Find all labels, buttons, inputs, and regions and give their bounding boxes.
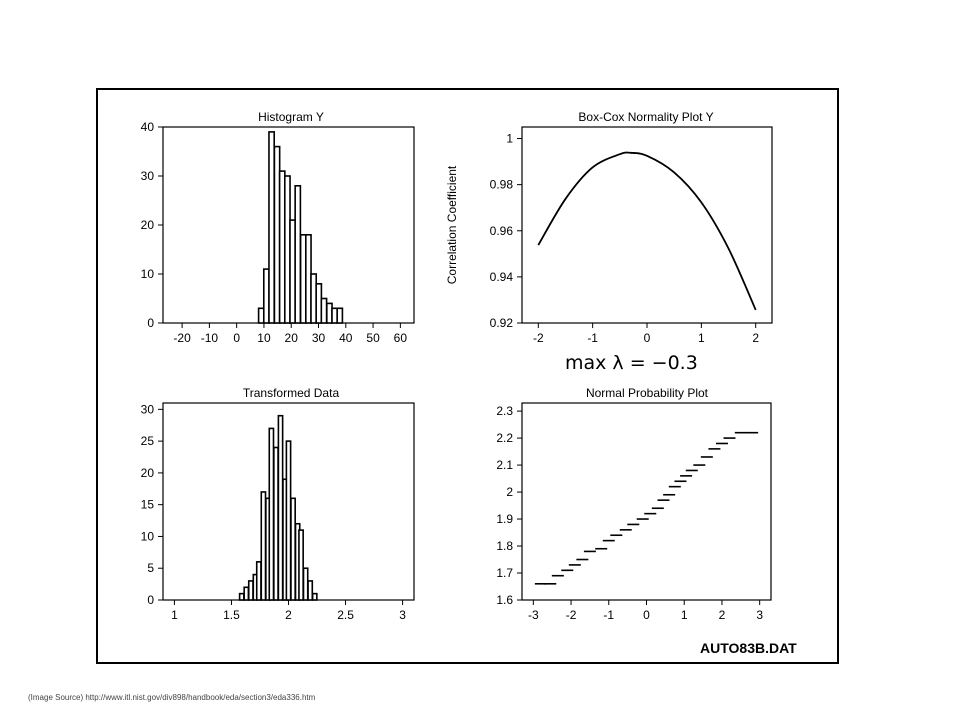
y-tick-label: 1.6 — [496, 593, 513, 607]
histogram-bar — [311, 592, 318, 601]
y-tick-label: 1 — [506, 132, 513, 146]
x-tick-label: 1.5 — [223, 608, 240, 622]
file-label: AUTO83B.DAT — [700, 640, 797, 656]
y-tick-label: 0 — [147, 316, 154, 330]
y-tick-label: 2.3 — [496, 404, 513, 418]
correlation-curve — [537, 151, 757, 311]
x-tick-label: -3 — [528, 608, 539, 622]
x-tick-label: 10 — [257, 331, 271, 345]
y-tick-label: 10 — [141, 267, 155, 281]
histogram-bar — [320, 297, 328, 324]
histogram-bar — [273, 446, 279, 601]
x-tick-label: 0 — [644, 331, 651, 345]
y-tick-label: 1.8 — [496, 539, 513, 553]
panel-boxcox: Box-Cox Normality Plot Y Correlation Coe… — [445, 110, 773, 374]
y-tick-label: 25 — [141, 434, 155, 448]
histogram-bar — [290, 497, 296, 601]
histogram-bar — [268, 131, 276, 324]
x-tick-label: 50 — [366, 331, 380, 345]
y-tick-label: 0.96 — [490, 224, 514, 238]
y-tick-label: 20 — [141, 466, 155, 480]
x-tick-label: -2 — [533, 331, 544, 345]
histogram-bar — [307, 580, 314, 601]
x-tick-label: 60 — [394, 331, 408, 345]
histogram-bar — [294, 185, 302, 324]
x-tick-label: 1 — [698, 331, 705, 345]
x-tick-label: 40 — [339, 331, 353, 345]
x-tick-label: 3 — [399, 608, 406, 622]
x-tick-label: 2.5 — [337, 608, 354, 622]
x-tick-label: -2 — [566, 608, 577, 622]
y-axis-label: Correlation Coefficient — [445, 165, 459, 284]
x-tick-label: 2 — [752, 331, 759, 345]
x-tick-label: -1 — [603, 608, 614, 622]
y-tick-label: 0.98 — [490, 178, 514, 192]
y-tick-label: 0.92 — [490, 316, 514, 330]
histogram-bar — [238, 592, 245, 601]
x-tick-label: 3 — [756, 608, 763, 622]
histogram-bar — [336, 307, 344, 324]
y-tick-label: 1.7 — [496, 566, 513, 580]
histogram-bar — [277, 414, 284, 601]
histogram-bar — [255, 561, 262, 601]
panel-histogram-y: Histogram Y -20 -10 0 10 20 30 40 50 60 0 10 20 30 40 — [141, 110, 415, 345]
panel-normal-probability: Normal Probability Plot -3 -2 -1 0 1 2 3 1.6 1.7… — [496, 386, 772, 622]
chart-title: Normal Probability Plot — [586, 386, 709, 400]
x-tick-label: 0 — [643, 608, 650, 622]
x-tick-label: 1 — [171, 608, 178, 622]
y-tick-label: 15 — [141, 498, 155, 512]
x-tick-label: 1 — [681, 608, 688, 622]
chart-title: Box-Cox Normality Plot Y — [578, 110, 713, 124]
histogram-bar — [247, 580, 254, 601]
histogram-bar — [260, 491, 267, 601]
y-tick-label: 5 — [147, 561, 154, 575]
histogram-bar — [298, 529, 304, 601]
y-tick-label: 20 — [141, 218, 155, 232]
y-tick-label: 2.2 — [496, 431, 513, 445]
y-tick-label: 0 — [147, 593, 154, 607]
y-tick-label: 30 — [141, 402, 155, 416]
x-tick-label: 0 — [233, 331, 240, 345]
histogram-bar — [302, 567, 309, 601]
x-tick-label: 2 — [719, 608, 726, 622]
chart-title: Transformed Data — [243, 386, 340, 400]
y-tick-label: 0.94 — [490, 270, 514, 284]
y-tick-label: 2.1 — [496, 458, 513, 472]
x-tick-label: 2 — [285, 608, 292, 622]
figure-frame — [96, 88, 839, 664]
y-tick-label: 30 — [141, 169, 155, 183]
chart-title: Histogram Y — [258, 110, 324, 124]
max-lambda-annotation: max λ = −0.3 — [565, 352, 698, 374]
plot-frame — [521, 402, 772, 601]
x-tick-label: -1 — [587, 331, 598, 345]
histogram-bar — [285, 440, 292, 601]
x-tick-label: 20 — [285, 331, 299, 345]
histogram-bar — [268, 427, 275, 601]
histogram-bar — [243, 586, 250, 601]
x-tick-label: -20 — [173, 331, 191, 345]
y-tick-label: 10 — [141, 529, 155, 543]
x-tick-label: 30 — [312, 331, 326, 345]
x-tick-label: -10 — [201, 331, 219, 345]
y-tick-label: 1.9 — [496, 512, 513, 526]
source-note: (Image Source) http://www.itl.nist.gov/d… — [28, 693, 316, 702]
y-tick-label: 2 — [506, 485, 513, 499]
y-tick-label: 40 — [141, 120, 155, 134]
